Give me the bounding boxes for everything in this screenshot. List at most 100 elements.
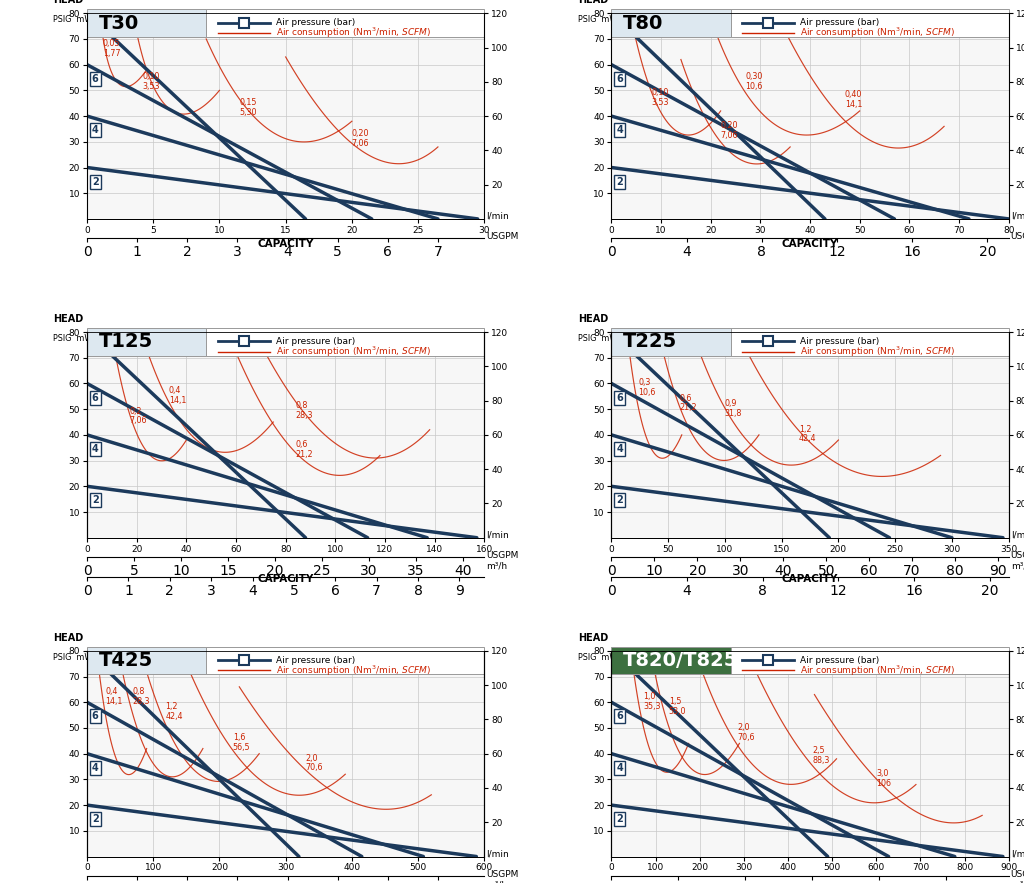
Text: 2: 2 — [92, 177, 98, 186]
FancyBboxPatch shape — [611, 328, 730, 356]
Text: 0,6
21,2: 0,6 21,2 — [680, 394, 697, 412]
Text: m³/h: m³/h — [1011, 880, 1024, 883]
Text: 1,0
35,3: 1,0 35,3 — [643, 692, 660, 711]
FancyBboxPatch shape — [730, 646, 1009, 675]
Text: l/min: l/min — [486, 531, 509, 540]
Text: 0,10
3,53: 0,10 3,53 — [651, 87, 669, 107]
FancyBboxPatch shape — [730, 328, 1009, 356]
Text: PSIG  mWC: PSIG mWC — [53, 334, 98, 343]
Text: Air pressure (bar): Air pressure (bar) — [275, 336, 355, 346]
Text: USGPM: USGPM — [486, 551, 518, 560]
Text: m³/h: m³/h — [486, 562, 508, 570]
Text: 0,30
10,6: 0,30 10,6 — [745, 72, 763, 91]
Text: 8: 8 — [616, 341, 623, 351]
Text: l/min: l/min — [1011, 212, 1024, 221]
Text: HEAD: HEAD — [53, 0, 84, 5]
Text: 0,8
28,3: 0,8 28,3 — [296, 402, 313, 420]
Text: 6: 6 — [92, 712, 98, 721]
Text: 0,2
7,06: 0,2 7,06 — [129, 406, 146, 426]
Text: 0,40
14,1: 0,40 14,1 — [845, 90, 862, 109]
Text: T30: T30 — [99, 13, 139, 33]
Text: 4: 4 — [92, 125, 98, 135]
Text: Air pressure (bar): Air pressure (bar) — [800, 18, 880, 27]
Text: HEAD: HEAD — [53, 632, 84, 643]
FancyBboxPatch shape — [206, 9, 484, 37]
Text: HEAD: HEAD — [578, 313, 608, 324]
Text: T125: T125 — [99, 332, 154, 351]
Text: m³/h: m³/h — [486, 880, 508, 883]
FancyBboxPatch shape — [611, 646, 730, 675]
Text: 2,0
70,6: 2,0 70,6 — [305, 754, 323, 773]
Text: PSIG  mWC: PSIG mWC — [578, 15, 623, 25]
Text: T225: T225 — [624, 332, 678, 351]
FancyBboxPatch shape — [206, 328, 484, 356]
Text: 2: 2 — [92, 814, 98, 824]
Text: 6: 6 — [92, 393, 98, 403]
Text: 4: 4 — [616, 125, 623, 135]
Text: 4: 4 — [616, 444, 623, 454]
Text: 2,5
88,3: 2,5 88,3 — [812, 746, 829, 765]
Text: T820/T825: T820/T825 — [624, 651, 738, 670]
FancyBboxPatch shape — [87, 646, 206, 675]
Text: m³/h: m³/h — [1011, 562, 1024, 570]
Text: 2: 2 — [616, 177, 623, 186]
Text: T80: T80 — [624, 13, 664, 33]
Text: 8: 8 — [92, 660, 98, 670]
Text: 6: 6 — [616, 712, 623, 721]
Text: 1,5
53,0: 1,5 53,0 — [669, 697, 686, 716]
Text: 8: 8 — [92, 22, 98, 33]
Text: 8: 8 — [616, 660, 623, 670]
Text: 0,4
14,1: 0,4 14,1 — [105, 687, 123, 706]
Text: 2: 2 — [92, 495, 98, 505]
Text: 0,20
7,06: 0,20 7,06 — [352, 129, 370, 147]
Text: Air consumption (Nm$^3$/min, $\mathit{SCFM}$): Air consumption (Nm$^3$/min, $\mathit{SC… — [800, 344, 955, 358]
Text: USGPM: USGPM — [486, 870, 518, 879]
Text: 0,20
7,06: 0,20 7,06 — [721, 121, 738, 140]
Text: USGPM: USGPM — [1011, 870, 1024, 879]
Text: HEAD: HEAD — [53, 313, 84, 324]
Text: 4: 4 — [616, 763, 623, 773]
Text: 2: 2 — [616, 814, 623, 824]
Text: 4: 4 — [92, 763, 98, 773]
Text: 1,6
56,5: 1,6 56,5 — [232, 733, 250, 751]
Text: Air consumption (Nm$^3$/min, $\mathit{SCFM}$): Air consumption (Nm$^3$/min, $\mathit{SC… — [800, 26, 955, 40]
Text: 6: 6 — [616, 393, 623, 403]
Text: CAPACITY: CAPACITY — [257, 574, 313, 584]
Text: 0,8
28,3: 0,8 28,3 — [132, 687, 150, 706]
Text: T425: T425 — [99, 651, 154, 670]
Text: 1,2
42,4: 1,2 42,4 — [165, 702, 182, 721]
Text: l/min: l/min — [1011, 849, 1024, 858]
Text: CAPACITY: CAPACITY — [782, 574, 839, 584]
Text: 4: 4 — [92, 444, 98, 454]
Text: HEAD: HEAD — [578, 632, 608, 643]
Text: 8: 8 — [616, 22, 623, 33]
Text: PSIG  mWC: PSIG mWC — [53, 653, 98, 662]
Text: Air pressure (bar): Air pressure (bar) — [275, 18, 355, 27]
Text: l/min: l/min — [1011, 531, 1024, 540]
Text: USGPM: USGPM — [1011, 551, 1024, 560]
Text: 2: 2 — [616, 495, 623, 505]
Text: 0,10
3,53: 0,10 3,53 — [142, 72, 160, 91]
FancyBboxPatch shape — [87, 9, 206, 37]
Text: l/min: l/min — [486, 212, 509, 221]
Text: 0,15
5,30: 0,15 5,30 — [240, 98, 257, 117]
Text: 0,6
21,2: 0,6 21,2 — [296, 440, 313, 459]
Text: 0,4
14,1: 0,4 14,1 — [169, 386, 186, 404]
FancyBboxPatch shape — [206, 646, 484, 675]
Text: Air consumption (Nm$^3$/min, $\mathit{SCFM}$): Air consumption (Nm$^3$/min, $\mathit{SC… — [275, 344, 431, 358]
Text: 1,2
42,4: 1,2 42,4 — [799, 425, 816, 443]
FancyBboxPatch shape — [87, 328, 206, 356]
Text: Air pressure (bar): Air pressure (bar) — [275, 655, 355, 665]
Text: 8: 8 — [92, 341, 98, 351]
FancyBboxPatch shape — [730, 9, 1009, 37]
FancyBboxPatch shape — [611, 9, 730, 37]
Text: CAPACITY: CAPACITY — [782, 239, 839, 250]
Text: 6: 6 — [616, 74, 623, 84]
Text: PSIG  mWC: PSIG mWC — [578, 653, 623, 662]
Text: 3,0
106: 3,0 106 — [877, 769, 891, 788]
Text: HEAD: HEAD — [578, 0, 608, 5]
Text: Air pressure (bar): Air pressure (bar) — [800, 336, 880, 346]
Text: 0,3
10,6: 0,3 10,6 — [639, 378, 656, 397]
Text: 0,9
31,8: 0,9 31,8 — [725, 399, 742, 418]
Text: l/min: l/min — [486, 849, 509, 858]
